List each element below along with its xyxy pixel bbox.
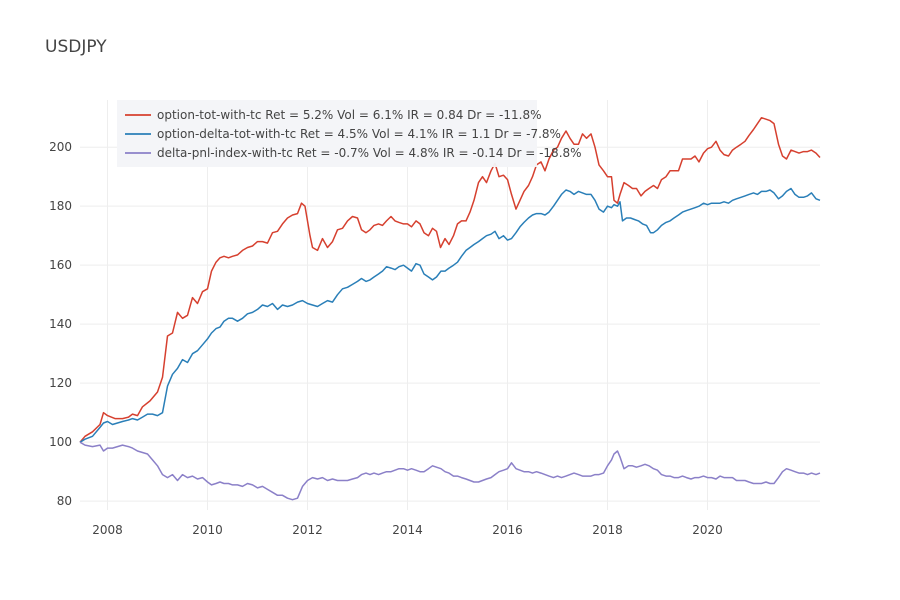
legend[interactable]: option-tot-with-tc Ret = 5.2% Vol = 6.1%… [117, 100, 582, 167]
y-axis: 80 100 120 140 160 180 200 [49, 140, 72, 508]
x-tick-label: 2010 [192, 523, 223, 537]
y-tick-label: 160 [49, 258, 72, 272]
y-tick-label: 120 [49, 376, 72, 390]
series-group [79, 116, 821, 501]
legend-item-2[interactable]: option-delta-tot-with-tc Ret = 4.5% Vol … [157, 127, 561, 141]
series-line-2 [79, 187, 821, 443]
series-line-3 [79, 441, 821, 501]
legend-item-1[interactable]: option-tot-with-tc Ret = 5.2% Vol = 6.1%… [157, 108, 541, 122]
y-tick-label: 80 [57, 494, 72, 508]
x-axis: 2008 2010 2012 2014 2016 2018 2020 [92, 523, 723, 537]
y-tick-label: 180 [49, 199, 72, 213]
series-line-1 [79, 116, 821, 443]
x-tick-label: 2014 [392, 523, 423, 537]
y-tick-label: 100 [49, 435, 72, 449]
y-tick-label: 140 [49, 317, 72, 331]
x-tick-label: 2016 [492, 523, 523, 537]
x-tick-label: 2008 [92, 523, 123, 537]
legend-item-3[interactable]: delta-pnl-index-with-tc Ret = -0.7% Vol … [157, 146, 582, 160]
x-tick-label: 2012 [292, 523, 323, 537]
y-tick-label: 200 [49, 140, 72, 154]
gridlines [80, 100, 820, 510]
x-tick-label: 2020 [692, 523, 723, 537]
chart-title: USDJPY [45, 37, 107, 57]
legend-background [117, 100, 537, 167]
x-tick-label: 2018 [592, 523, 623, 537]
